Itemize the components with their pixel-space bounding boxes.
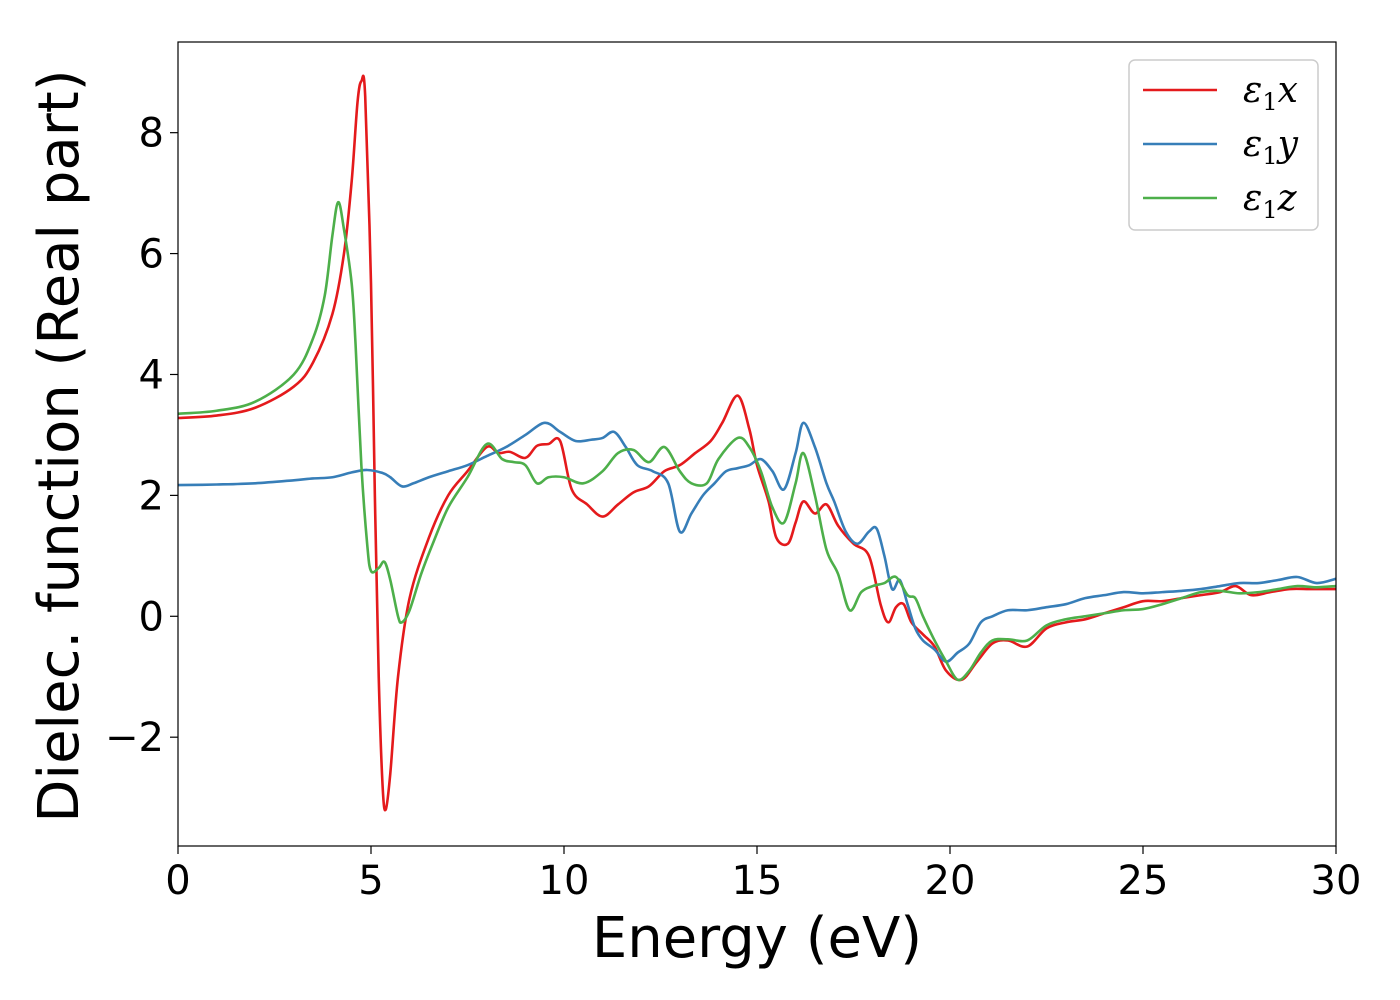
y-axis-ticks: −2 0 2 4 6 8 [105,111,178,761]
x-tick-label: 0 [165,858,190,904]
y-tick-label: −2 [105,715,164,761]
y-axis-label: Dielec. function (Real part) [27,69,92,822]
y-tick-label: 4 [139,352,164,398]
x-tick-label: 20 [925,858,976,904]
series-line-y [178,421,1336,663]
y-tick-label: 0 [139,594,164,640]
legend-items: ε1x ε1y ε1z [1143,70,1299,224]
x-tick-label: 25 [1118,858,1169,904]
y-tick-label: 8 [139,111,164,157]
x-tick-label: 30 [1311,858,1362,904]
y-tick-label: 2 [139,473,164,519]
x-tick-label: 10 [539,858,590,904]
y-tick-label: 6 [139,232,164,278]
legend: ε1x ε1y ε1z [1128,59,1319,231]
x-tick-label: 5 [358,858,383,904]
legend-box [1128,59,1319,231]
x-tick-label: 15 [732,858,783,904]
x-axis-label: Energy (eV) [592,906,922,971]
legend-label-y: ε1y [1243,124,1299,170]
series-line-x [178,74,1336,812]
legend-label-z: ε1z [1243,178,1298,224]
x-axis-ticks: 0 5 10 15 20 25 30 [165,846,1361,904]
series-layer [178,74,1336,812]
legend-label-x: ε1x [1243,70,1298,116]
series-line-z [178,200,1336,682]
